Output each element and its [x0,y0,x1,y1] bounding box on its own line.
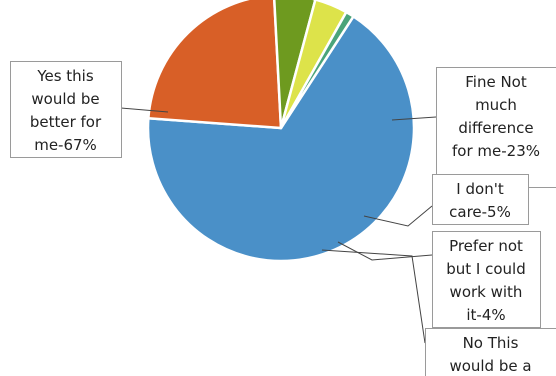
slice-label-line: Yes this [36,67,94,85]
slice-label-line: Prefer not [449,237,523,255]
slice-label-1: Yes this would be better for me-67% [30,67,102,154]
slice-label-line: me-67% [34,136,97,154]
slice-label-4: Prefer not but I could work with it-4% [446,237,526,324]
slice-label-line: care-5% [449,203,511,221]
slice-label-3: I don't care-5% [449,180,511,221]
slice-label-line: would be a [449,357,531,375]
slice-label-line: it-4% [466,306,505,324]
slice-label-line: for me-23% [452,142,540,160]
leader-line-3 [363,205,433,227]
leader-line-4 [337,241,433,261]
leader-line-2 [391,116,437,121]
slice-label-line: difference [458,119,533,137]
slice-label-line: No This [463,334,519,352]
label-box-2 [436,67,556,188]
label-box-3 [432,174,529,225]
slice-label-5: No This would be a [449,334,531,375]
slice-label-2: Fine Not much difference for me-23% [452,73,540,160]
slice-label-line: work with [450,283,523,301]
slice-label-line: I don't [456,180,504,198]
leader-line-1 [120,107,169,113]
pie-slice-1 [146,15,416,263]
slice-label-line: much [475,96,517,114]
slice-label-line: Fine Not [465,73,527,91]
slice-label-line: would be [31,90,99,108]
label-box-4 [432,231,541,328]
slice-label-line: better for [30,113,102,131]
label-box-5 [425,328,556,376]
slice-label-line: but I could [446,260,526,278]
pie-slice-5 [279,10,355,130]
pie-slice-3 [273,0,317,130]
leader-line-5 [321,249,426,344]
pie-slice-2 [147,0,283,130]
label-box-1 [10,61,122,158]
